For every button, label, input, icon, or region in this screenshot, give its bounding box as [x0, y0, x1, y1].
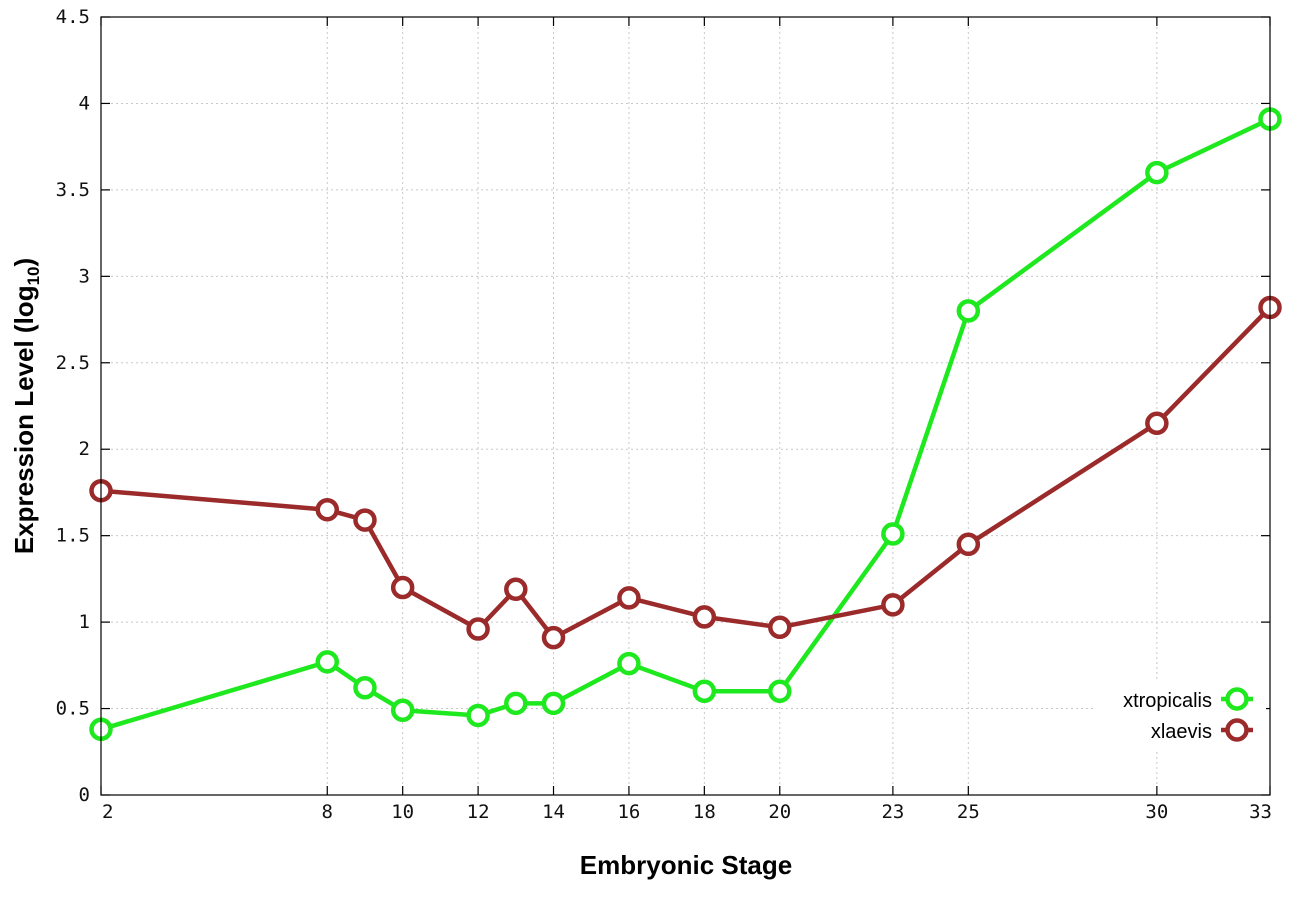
data-point-xtropicalis — [541, 691, 566, 716]
data-point-xtropicalis — [315, 650, 340, 674]
x-tick-label: 2 — [102, 801, 113, 823]
plot-frame — [100, 16, 1271, 796]
y-tick-label: 2 — [79, 438, 90, 460]
data-point-xtropicalis — [466, 703, 490, 728]
y-axis-tick-labels: 0 0.5 1 1.5 2 2.5 3 3.5 4 4.5 — [56, 6, 90, 806]
x-tick-label: 10 — [391, 801, 414, 823]
x-axis-tick-labels: 2 8 10 12 14 16 18 20 23 25 30 33 — [102, 801, 1272, 823]
series-line-xlaevis — [100, 305, 1272, 640]
data-point-xlaevis — [541, 625, 566, 650]
y-tick-label: 1 — [79, 611, 90, 633]
legend-swatch-marker-xlaevis — [1225, 718, 1249, 742]
data-point-xlaevis — [692, 605, 717, 629]
data-point-xlaevis — [768, 615, 792, 640]
x-tick-label: 8 — [322, 801, 333, 823]
series-xtropicalis — [89, 107, 1282, 742]
legend-swatches — [1221, 687, 1253, 742]
y-tick-label: 0.5 — [56, 698, 90, 720]
y-tick-label: 1.5 — [56, 525, 90, 547]
y-axis-title-end: ) — [9, 258, 39, 267]
data-point-xtropicalis — [692, 679, 717, 704]
data-point-xlaevis — [466, 617, 490, 641]
axis-ticks — [100, 16, 1271, 796]
data-point-xtropicalis — [390, 698, 415, 723]
y-axis-title-subscript: 10 — [24, 267, 43, 286]
y-axis-title-main: Expression Level (log — [9, 285, 39, 554]
y-tick-label: 3.5 — [56, 179, 90, 201]
data-point-xtropicalis — [617, 651, 641, 676]
data-point-xlaevis — [315, 497, 340, 522]
data-point-xtropicalis — [504, 691, 528, 716]
data-point-xlaevis — [504, 577, 528, 602]
x-axis-title: Embryonic Stage — [580, 850, 792, 880]
y-tick-label: 0 — [79, 784, 90, 806]
x-tick-label: 23 — [881, 801, 904, 823]
data-point-xlaevis — [1145, 411, 1169, 436]
data-point-xtropicalis — [956, 299, 981, 323]
legend-label-xlaevis: xlaevis — [1151, 721, 1212, 743]
data-point-xtropicalis — [1145, 160, 1169, 185]
y-tick-label: 2.5 — [56, 352, 90, 374]
x-tick-label: 18 — [693, 801, 716, 823]
y-tick-label: 3 — [79, 265, 90, 287]
legend-label-xtropicalis: xtropicalis — [1123, 690, 1212, 712]
data-point-xlaevis — [617, 586, 641, 610]
x-tick-label: 30 — [1145, 801, 1168, 823]
series-line-xtropicalis — [100, 116, 1271, 732]
x-tick-label: 25 — [957, 801, 980, 823]
data-point-xlaevis — [956, 532, 981, 557]
x-tick-label: 33 — [1249, 801, 1272, 823]
data-point-xlaevis — [881, 593, 905, 617]
data-point-xtropicalis — [768, 679, 792, 704]
data-point-xtropicalis — [881, 522, 905, 546]
data-point-xlaevis — [353, 508, 377, 532]
x-tick-label: 14 — [542, 801, 565, 823]
x-tick-label: 20 — [768, 801, 791, 823]
y-tick-label: 4 — [79, 92, 90, 114]
data-point-xtropicalis — [353, 676, 377, 700]
legend: xtropicalis xlaevis — [1096, 680, 1266, 750]
series-lines — [89, 107, 1282, 742]
series-xlaevis — [89, 295, 1282, 650]
data-point-xlaevis — [390, 575, 415, 600]
x-tick-label: 12 — [467, 801, 490, 823]
x-tick-label: 16 — [617, 801, 640, 823]
y-axis-title: Expression Level (log10) — [9, 258, 43, 554]
y-tick-label: 4.5 — [56, 6, 90, 28]
legend-swatch-marker-xtropicalis — [1225, 687, 1249, 711]
